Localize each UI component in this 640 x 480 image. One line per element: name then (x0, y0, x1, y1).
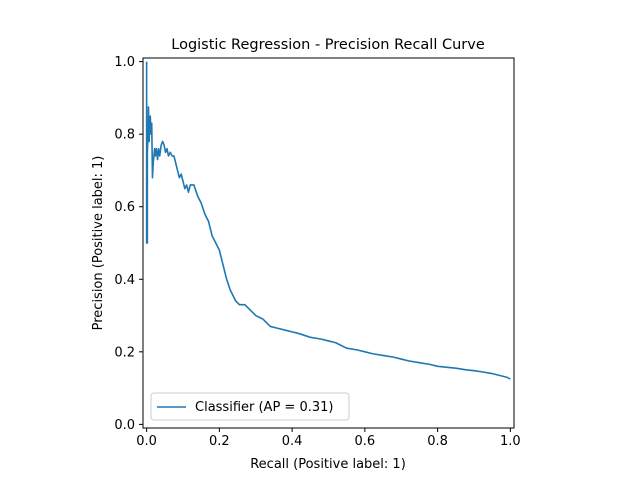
x-tick-label: 0.0 (136, 434, 157, 449)
y-axis: 0.0 0.2 0.4 0.6 0.8 1.0 (114, 55, 143, 433)
x-axis-label: Recall (Positive label: 1) (250, 457, 406, 472)
x-axis: 0.0 0.2 0.4 0.6 0.8 1.0 (136, 428, 521, 449)
chart-title: Logistic Regression - Precision Recall C… (171, 37, 485, 53)
plot-area (145, 61, 511, 380)
legend-series-label: Classifier (AP = 0.31) (195, 400, 333, 415)
y-tick-label: 0.4 (114, 273, 135, 288)
x-tick-label: 1.0 (500, 434, 521, 449)
y-tick-label: 0.6 (114, 200, 135, 215)
x-tick-label: 0.2 (209, 434, 230, 449)
y-tick-label: 0.8 (114, 128, 135, 143)
series-line (145, 61, 511, 380)
legend: Classifier (AP = 0.31) (150, 392, 350, 421)
x-tick-label: 0.6 (355, 434, 376, 449)
y-axis-label: Precision (Positive label: 1) (91, 156, 106, 331)
y-tick-label: 0.0 (114, 418, 135, 433)
y-tick-label: 1.0 (114, 55, 135, 70)
legend-box (150, 392, 350, 421)
x-tick-label: 0.8 (427, 434, 448, 449)
y-tick-label: 0.2 (114, 345, 135, 360)
axes-frame (142, 57, 515, 429)
x-tick-label: 0.4 (282, 434, 303, 449)
